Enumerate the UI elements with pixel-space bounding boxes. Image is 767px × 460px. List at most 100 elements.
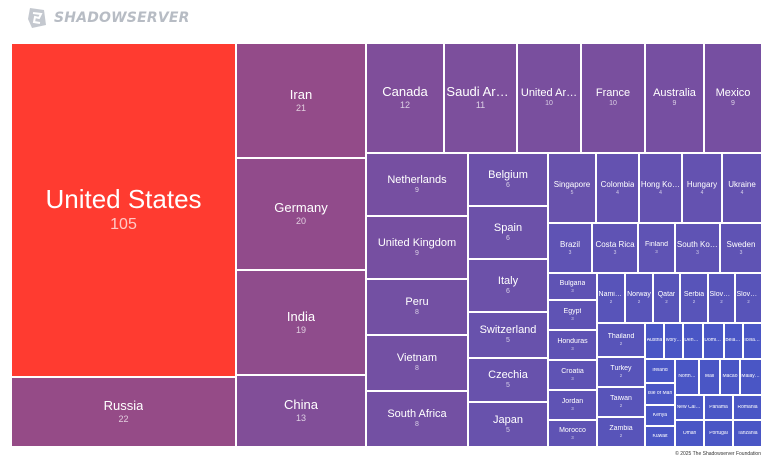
treemap-tile-saudi-arabia[interactable]: Saudi Arabia 11 — [444, 43, 517, 153]
treemap-tile-tanzania[interactable]: Tanzania1 — [733, 420, 762, 447]
logo-text: SHADOWSERVER — [54, 10, 190, 26]
treemap-tile-croatia[interactable]: Croatia 3 — [548, 360, 597, 390]
treemap-tile-label: North… — [678, 374, 696, 380]
treemap-tile-china[interactable]: China 13 — [236, 375, 366, 447]
treemap-tile-value: 2 — [665, 299, 668, 305]
treemap-tile-value: 10 — [609, 100, 617, 108]
treemap-tile-india[interactable]: India 19 — [236, 270, 366, 375]
treemap-tile-slovenia[interactable]: Slovenia2 — [708, 273, 735, 323]
treemap-tile-mali[interactable]: Mali1 — [699, 359, 720, 395]
treemap-tile-austria[interactable]: Austria1 — [645, 323, 664, 359]
treemap-tile-value: 3 — [655, 249, 658, 255]
treemap-tile-label: Thailand — [607, 333, 635, 341]
treemap-tile-belarus[interactable]: Belarus1 — [724, 323, 743, 359]
treemap-tile-honduras[interactable]: Honduras 3 — [548, 330, 597, 360]
treemap-tile-label: Romania — [737, 404, 758, 410]
treemap-tile-ivory[interactable]: Ivory…1 — [664, 323, 683, 359]
treemap-tile-value: 3 — [571, 346, 574, 352]
treemap-tile-italy[interactable]: Italy 6 — [468, 259, 548, 312]
treemap-tile-morocco[interactable]: Morocco 3 — [548, 420, 597, 447]
treemap-tile-qatar[interactable]: Qatar 2 — [653, 273, 680, 323]
treemap-tile-label: Netherlands — [387, 173, 447, 186]
treemap-tile-belgium[interactable]: Belgium 6 — [468, 153, 548, 206]
treemap-tile-norway[interactable]: Norway 2 — [625, 273, 653, 323]
treemap-tile-australia[interactable]: Australia 9 — [645, 43, 704, 153]
treemap-tile-hong-kong[interactable]: Hong Kong 4 — [639, 153, 682, 223]
treemap-tile-romania[interactable]: Romania1 — [733, 395, 762, 420]
treemap-tile-brazil[interactable]: Brazil 3 — [548, 223, 592, 273]
treemap-tile-taiwan[interactable]: Taiwan 2 — [597, 387, 645, 417]
treemap-tile-label: Oman — [682, 430, 697, 436]
treemap-tile-egypt[interactable]: Egypt 3 — [548, 300, 597, 330]
treemap-tile-kuwait[interactable]: Kuwait1 — [645, 426, 675, 447]
treemap-tile-value: 9 — [415, 249, 419, 257]
treemap-tile-germany[interactable]: Germany 20 — [236, 158, 366, 270]
treemap-tile-kenya[interactable]: Kenya1 — [645, 405, 675, 426]
treemap-tile-united-ar[interactable]: United Ar… 10 — [517, 43, 581, 153]
treemap-tile-jordan[interactable]: Jordan 3 — [548, 390, 597, 420]
treemap-tile-value: 8 — [415, 309, 419, 317]
treemap-tile-iran[interactable]: Iran 21 — [236, 43, 366, 158]
treemap-tile-north[interactable]: North…1 — [675, 359, 699, 395]
treemap-tile-macao[interactable]: Macao1 — [720, 359, 740, 395]
treemap-tile-switzerland[interactable]: Switzerland 5 — [468, 312, 548, 358]
treemap-tile-south-korea[interactable]: South Korea 3 — [675, 223, 720, 273]
treemap-tile-costa-rica[interactable]: Costa Rica 3 — [592, 223, 638, 273]
treemap-tile-france[interactable]: France 10 — [581, 43, 645, 153]
treemap-tile-label: United Ar… — [520, 87, 578, 100]
treemap-tile-mexico[interactable]: Mexico 9 — [704, 43, 762, 153]
treemap-tile-denm[interactable]: Denm…1 — [683, 323, 703, 359]
treemap-tile-turkey[interactable]: Turkey 2 — [597, 357, 645, 387]
treemap-tile-value: 2 — [720, 299, 723, 305]
treemap-tile-label: Portugal — [709, 430, 728, 436]
treemap-tile-united-states[interactable]: United States 105 — [11, 43, 236, 377]
treemap-tile-russia[interactable]: Russia 22 — [11, 377, 236, 447]
treemap-tile-thailand[interactable]: Thailand 2 — [597, 323, 645, 357]
treemap-tile-slovakia[interactable]: Slovakia 2 — [735, 273, 762, 323]
treemap-tile-namibia[interactable]: Namibia 2 — [597, 273, 625, 323]
treemap-tile-zambia[interactable]: Zambia 2 — [597, 417, 645, 447]
treemap-tile-serbia[interactable]: Serbia 2 — [680, 273, 708, 323]
treemap-tile-finland[interactable]: Finland 3 — [638, 223, 675, 273]
treemap-tile-label: Tanzania — [737, 430, 758, 436]
treemap-tile-bulgaria[interactable]: Bulgaria 3 — [548, 273, 597, 300]
treemap-tile-isle-of-man[interactable]: Isle of Man1 — [645, 383, 675, 405]
treemap-tile-peru[interactable]: Peru 8 — [366, 279, 468, 335]
treemap-tile-label: Russia — [103, 399, 144, 414]
treemap-tile-united-kingdom[interactable]: United Kingdom 9 — [366, 216, 468, 279]
treemap-tile-value: 6 — [506, 287, 510, 295]
treemap-tile-value: 2 — [747, 299, 750, 305]
treemap-tile-panama[interactable]: Panama1 — [704, 395, 733, 420]
treemap-tile-value: 6 — [506, 181, 510, 189]
treemap-tile-label: Ireland — [652, 368, 668, 374]
treemap-tile-canada[interactable]: Canada 12 — [366, 43, 444, 153]
treemap-tile-label: Turkey — [610, 365, 632, 373]
treemap-tile-japan[interactable]: Japan 5 — [468, 402, 548, 447]
treemap-tile-colombia[interactable]: Colombia 4 — [596, 153, 639, 223]
treemap-tile-label: Peru — [405, 296, 429, 309]
treemap-tile-ukraine[interactable]: Ukraine 4 — [722, 153, 762, 223]
treemap-tile-spain[interactable]: Spain 6 — [468, 206, 548, 259]
treemap-tile-vietnam[interactable]: Vietnam 8 — [366, 335, 468, 391]
treemap-tile-value: 10 — [545, 100, 553, 108]
treemap-tile-label: Iran — [289, 87, 313, 102]
treemap-tile-label: Taiwan — [610, 395, 632, 403]
treemap-tile-south-africa[interactable]: South Africa 8 — [366, 391, 468, 447]
treemap-tile-new-caled[interactable]: New Caled…1 — [675, 395, 704, 420]
treemap-tile-label: Czechia — [488, 369, 528, 382]
treemap-tile-czechia[interactable]: Czechia 5 — [468, 358, 548, 402]
treemap-tile-sweden[interactable]: Sweden 3 — [720, 223, 762, 273]
treemap-tile-ireland[interactable]: Ireland1 — [645, 359, 675, 383]
treemap-tile-label: Domini… — [704, 338, 722, 344]
treemap-tile-portugal[interactable]: Portugal1 — [704, 420, 733, 447]
treemap-tile-hungary[interactable]: Hungary 4 — [682, 153, 722, 223]
treemap-tile-value: 20 — [295, 216, 306, 227]
treemap-tile-malaysia[interactable]: Malaysia1 — [740, 359, 762, 395]
treemap-tile-singapore[interactable]: Singapore 5 — [548, 153, 596, 223]
treemap-tile-netherlands[interactable]: Netherlands 9 — [366, 153, 468, 216]
treemap-tile-label: Egypt — [563, 308, 582, 316]
treemap-tile-value: 3 — [571, 316, 574, 322]
treemap-tile-icelan[interactable]: Icelan…1 — [743, 323, 762, 359]
treemap-tile-domini[interactable]: Domini…1 — [703, 323, 724, 359]
treemap-tile-oman[interactable]: Oman1 — [675, 420, 704, 447]
